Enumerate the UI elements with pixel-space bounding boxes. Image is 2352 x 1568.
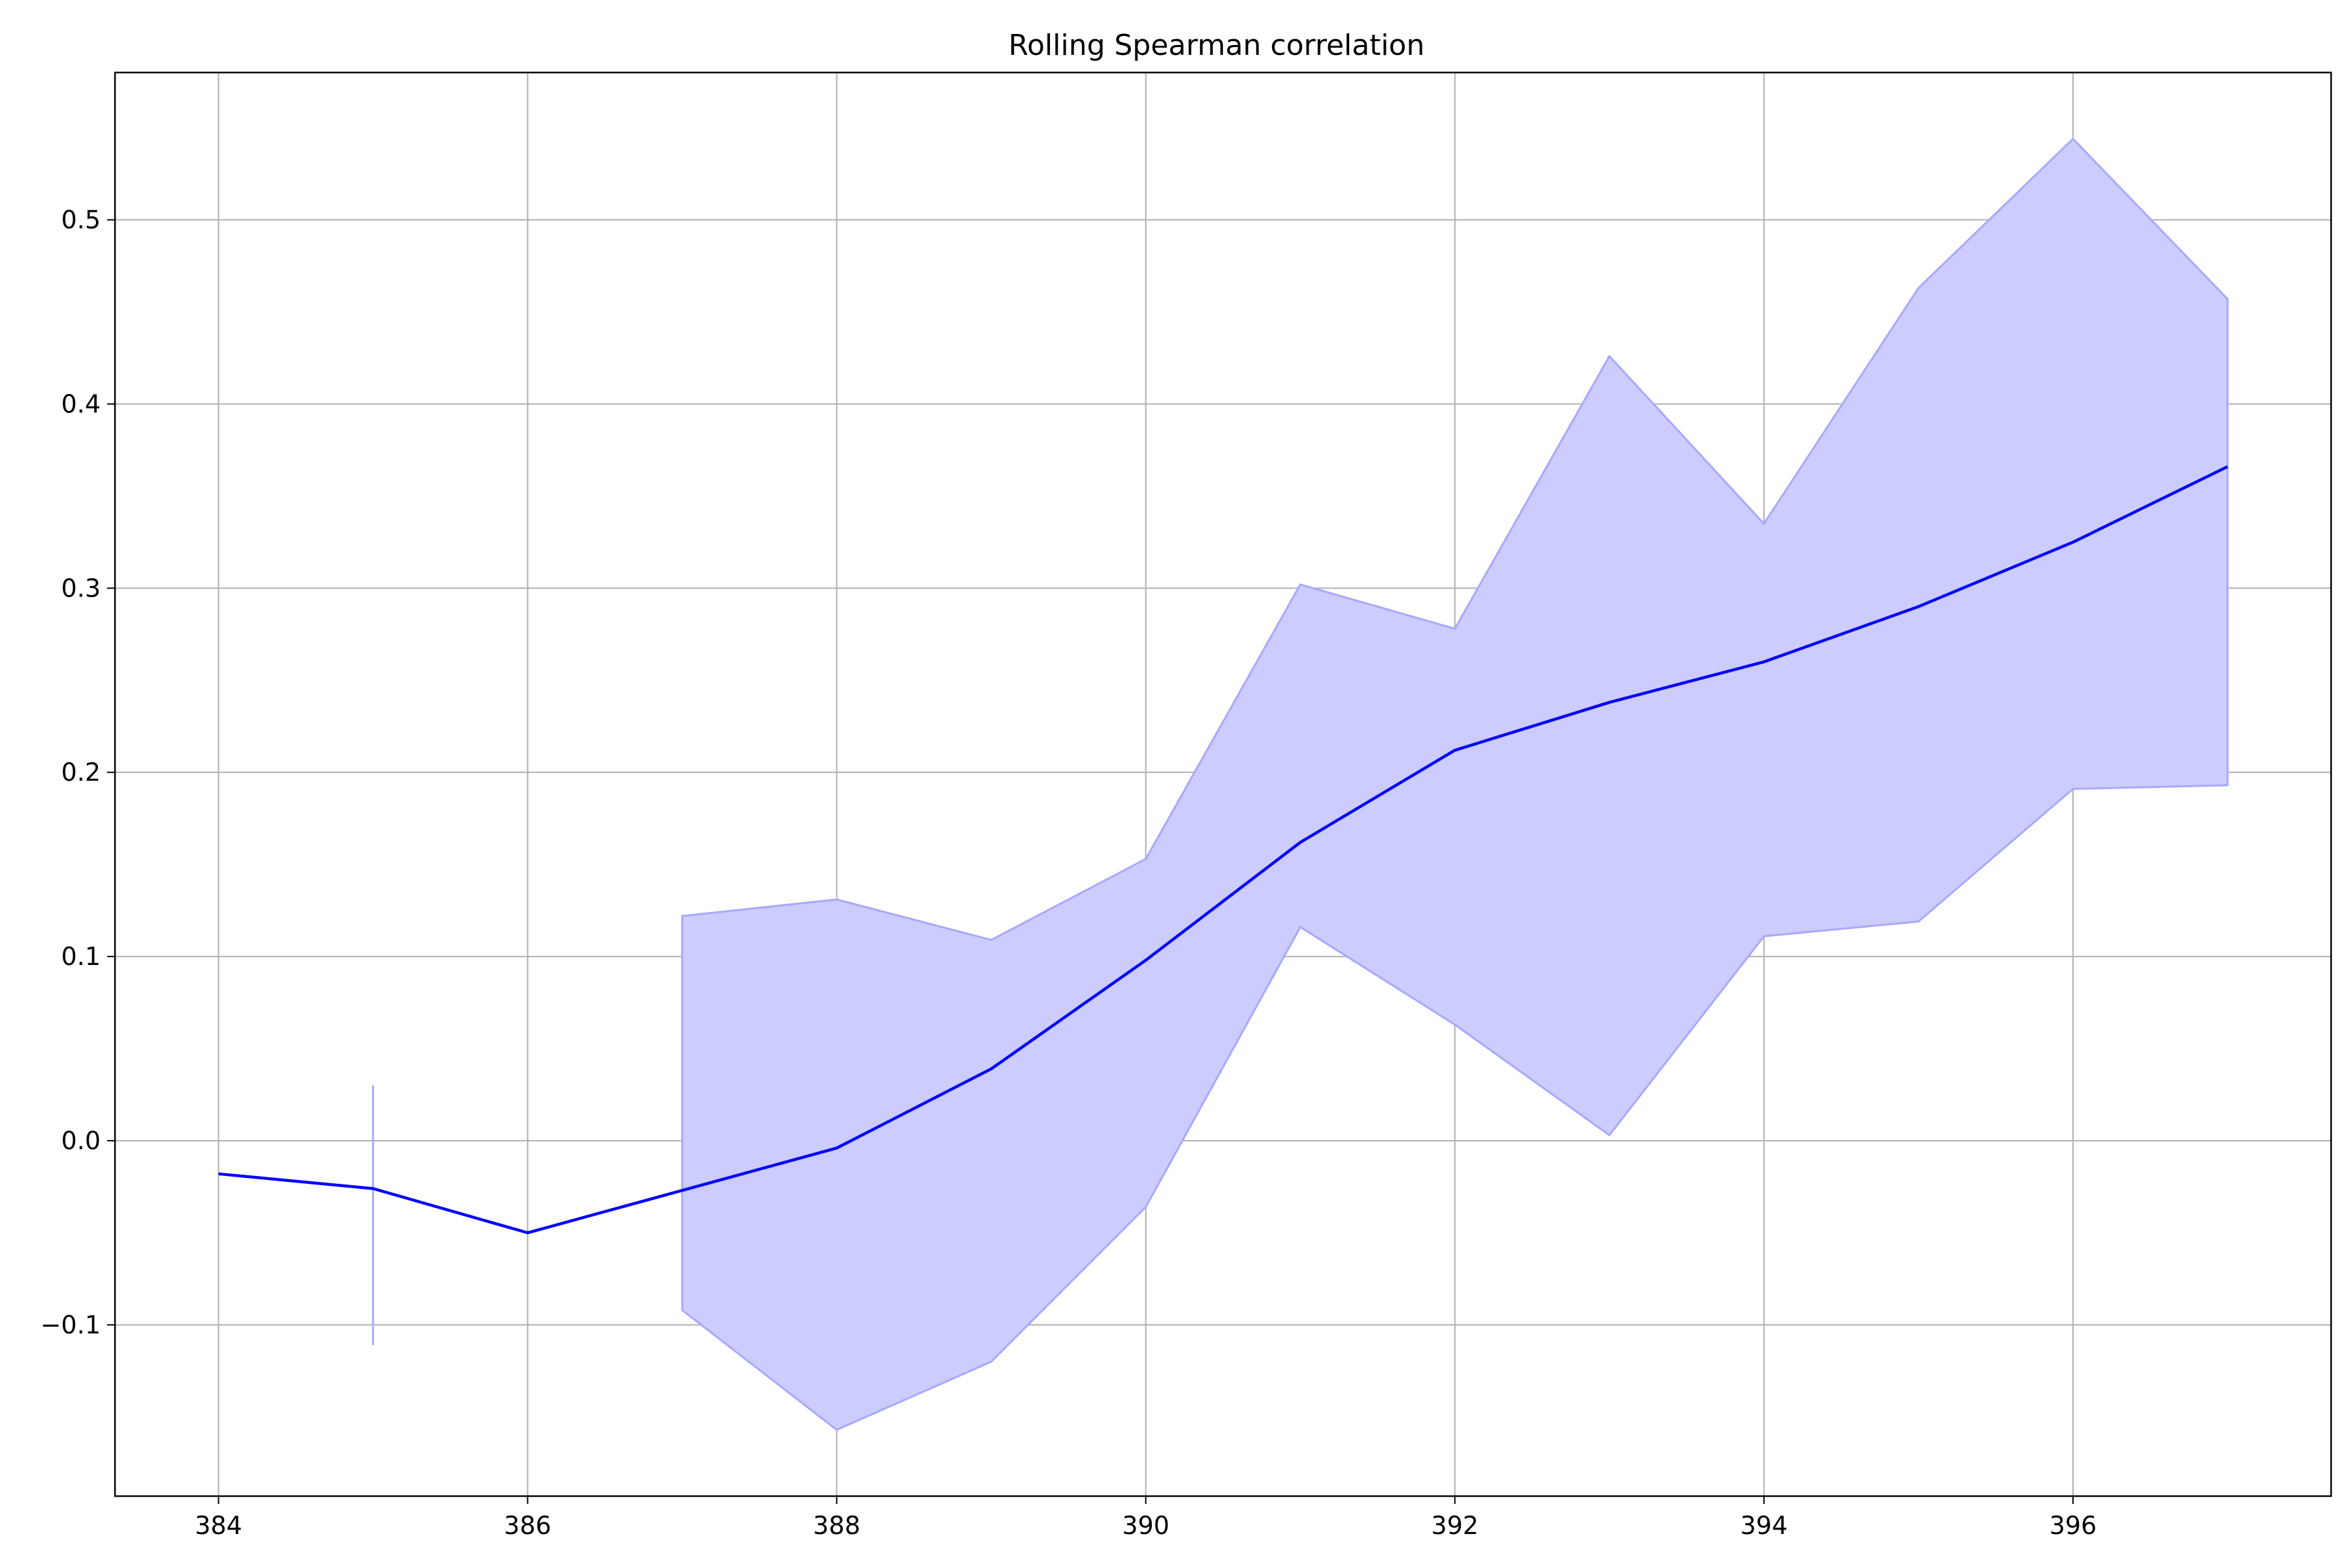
y-tick-label: −0.1	[41, 1311, 101, 1339]
plot-frame	[114, 71, 2332, 1497]
x-tick-label: 396	[2050, 1511, 2097, 1540]
x-tick-label: 394	[1740, 1511, 1788, 1540]
y-tick-label: 0.0	[61, 1126, 101, 1155]
y-tick-label: 0.1	[61, 942, 101, 971]
series-line-group	[218, 465, 2229, 1235]
y-tick-label: 0.5	[61, 206, 101, 235]
y-axis: −0.1 0.0 0.1 0.2 0.3 0.4 0.5	[41, 206, 115, 1339]
band-segment	[681, 137, 2229, 1431]
x-tick-label: 388	[813, 1511, 860, 1540]
x-tick-label: 384	[195, 1511, 242, 1540]
y-tick-label: 0.4	[61, 389, 101, 418]
series-line	[218, 465, 2229, 1235]
x-tick-label: 386	[504, 1511, 551, 1540]
x-tick-label: 392	[1431, 1511, 1479, 1540]
y-tick-label: 0.2	[61, 758, 101, 787]
y-tick-label: 0.3	[61, 574, 101, 602]
chart-title: Rolling Spearman correlation	[1009, 29, 1425, 62]
confidence-band	[372, 137, 2229, 1431]
x-tick-label: 390	[1122, 1511, 1169, 1540]
x-axis: 384 386 388 390 392 394 396	[195, 1496, 2097, 1540]
